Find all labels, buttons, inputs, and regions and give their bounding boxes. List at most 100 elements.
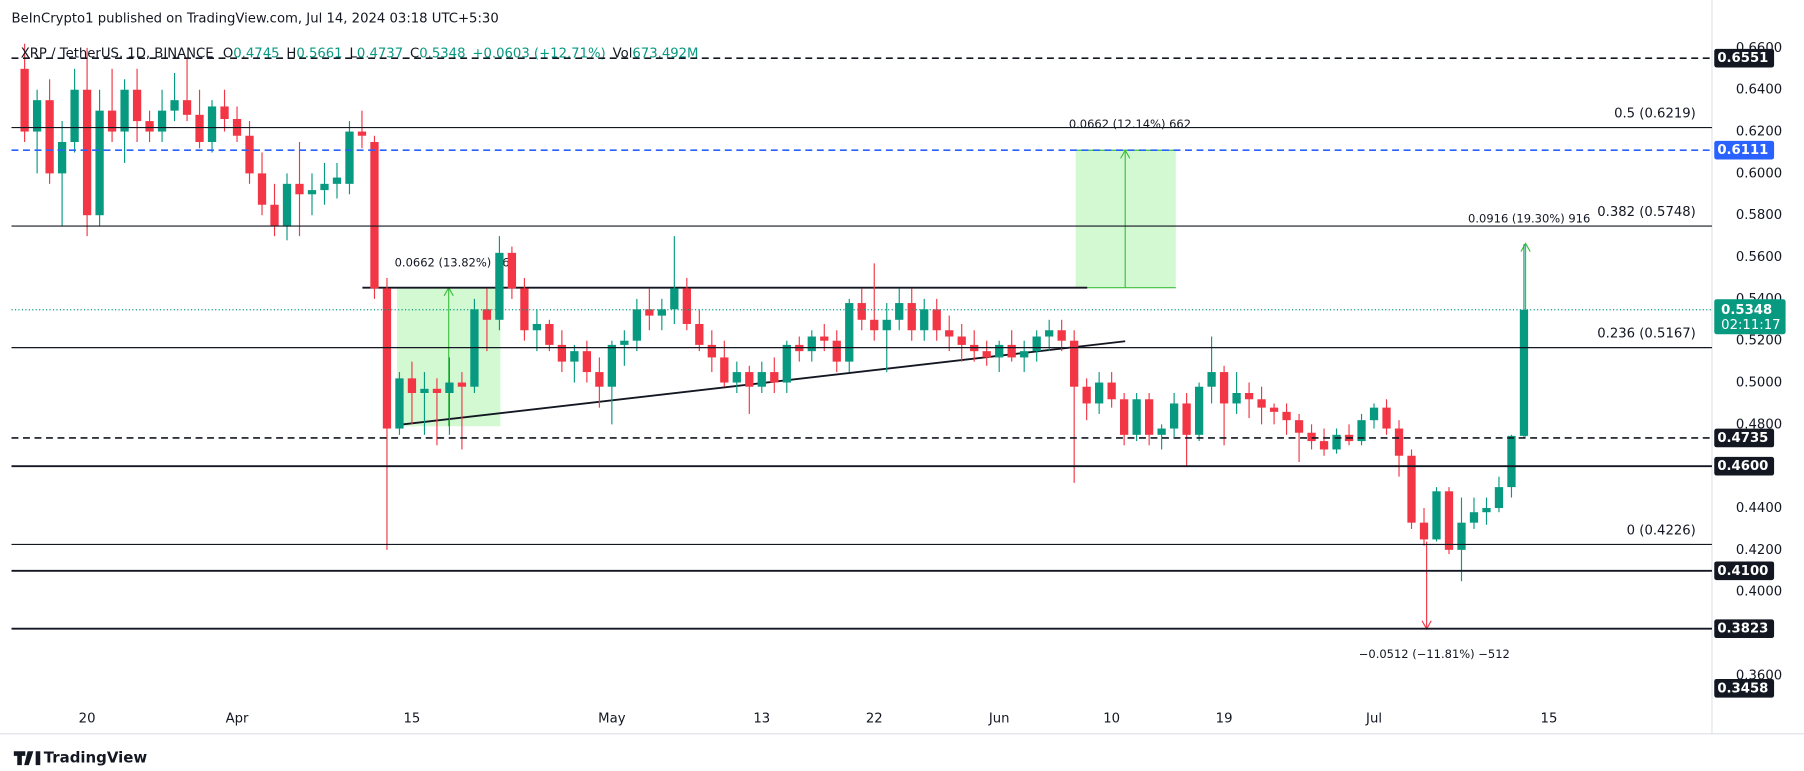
- candle-body: [1444, 491, 1454, 550]
- low-price-label: 0.3458: [1717, 681, 1768, 696]
- candle-body: [1157, 428, 1166, 435]
- candle-body: [932, 309, 941, 331]
- candle-body: [1282, 411, 1291, 421]
- candle-body: [457, 382, 467, 387]
- candle-body: [820, 336, 829, 341]
- candle-body: [1182, 403, 1191, 435]
- candle-body: [957, 336, 966, 345]
- chart-title: BeInCrypto1 published on TradingView.com…: [12, 12, 499, 27]
- legend-header: XRP / TetherUS, 1D, BINANCE O0.4745 H0.566…: [21, 47, 699, 62]
- arrow-head: [1120, 149, 1131, 159]
- y-tick-label: 0.4200: [1736, 543, 1782, 558]
- candle-body: [1507, 435, 1516, 488]
- x-tick-label: Jun: [988, 712, 1010, 727]
- candle-body: [1045, 330, 1054, 337]
- candle-body: [870, 319, 879, 331]
- candle-body: [407, 378, 417, 393]
- x-tick-label: 13: [753, 712, 770, 727]
- candle-body: [1032, 336, 1041, 352]
- candle-body: [782, 344, 791, 383]
- x-tick-label: 10: [1103, 712, 1120, 727]
- candle-body: [920, 309, 929, 331]
- candle-body: [557, 344, 567, 362]
- fib-label: 0.5 (0.6219): [1614, 107, 1696, 122]
- candle-body: [245, 135, 254, 174]
- candle-body: [395, 378, 404, 429]
- candle-body: [1357, 420, 1366, 442]
- last-price-box: [1714, 299, 1786, 335]
- candle-body: [670, 288, 679, 310]
- annotation: 0.0662 (12.14%) 662: [1069, 117, 1191, 131]
- level-price-label: 0.3823: [1717, 622, 1768, 637]
- x-tick-label: 22: [866, 712, 883, 727]
- candle-body: [1244, 392, 1254, 400]
- candle-body: [82, 89, 92, 216]
- candle-body: [882, 319, 891, 331]
- candle-body: [307, 190, 317, 195]
- candle-body: [1257, 399, 1266, 408]
- candle-body: [1294, 420, 1304, 433]
- label: O: [223, 47, 233, 62]
- candle-body: [145, 121, 154, 132]
- candle-body: [595, 372, 604, 387]
- candle-body: [857, 303, 866, 320]
- candle-body: [207, 106, 217, 143]
- candle-body: [995, 344, 1004, 358]
- candle-body: [345, 131, 354, 184]
- y-tick-label: 0.4400: [1736, 501, 1782, 516]
- candle-body: [120, 89, 129, 132]
- x-tick-label: 19: [1216, 712, 1233, 727]
- candle-body: [945, 330, 954, 337]
- y-tick-label: 0.6200: [1736, 125, 1782, 140]
- level-price-label-box: [1714, 561, 1775, 581]
- candle-body: [182, 100, 192, 115]
- candle-body: [420, 388, 429, 393]
- y-tick-label: 0.5600: [1736, 250, 1782, 265]
- candle-body: [1207, 372, 1216, 387]
- y-tick-label: 0.6000: [1736, 166, 1782, 181]
- candle-body: [157, 110, 167, 132]
- candle-body: [532, 323, 542, 331]
- candle-body: [1082, 386, 1091, 404]
- measurements: 0.0662 (13.82%) 662 0.0662 (12.14%) 662 …: [20, 43, 1590, 661]
- value: 0.5348: [419, 47, 465, 62]
- candle-body: [757, 372, 766, 387]
- candle-body: [632, 309, 641, 341]
- candle-body: [370, 142, 379, 289]
- candle-body: [1482, 508, 1491, 513]
- candle-body: [582, 351, 592, 373]
- candle-body: [220, 106, 229, 120]
- x-tick-label: Apr: [226, 712, 249, 727]
- candle-body: [570, 351, 579, 362]
- candle-body: [607, 344, 617, 387]
- candle-body: [1432, 491, 1441, 540]
- candle-body: [1020, 351, 1029, 358]
- fib-label: 0.236 (0.5167): [1597, 327, 1696, 342]
- candle-body: [1407, 455, 1416, 523]
- candle-body: [845, 303, 854, 362]
- level-price-label: 0.4100: [1717, 564, 1768, 579]
- y-tick-label: 0.5800: [1736, 208, 1782, 223]
- candle-body: [107, 110, 117, 132]
- candle-body: [1419, 522, 1429, 540]
- last-price-label: 0.5348: [1721, 303, 1772, 318]
- candle-body: [1232, 392, 1241, 404]
- candle-body: [907, 303, 916, 331]
- candle-body: [282, 183, 292, 226]
- candle-body: [982, 351, 991, 358]
- candle-body: [682, 288, 691, 324]
- fib-label: 0.382 (0.5748): [1597, 205, 1696, 220]
- label: L: [350, 47, 358, 62]
- value: 0.4745: [233, 47, 279, 62]
- candle-body: [20, 68, 29, 132]
- candle-body: [257, 173, 267, 205]
- x-tick-label: 15: [404, 712, 421, 727]
- level-price-label: 0.6111: [1717, 143, 1768, 158]
- candle-body: [745, 372, 754, 387]
- candle-body: [732, 372, 741, 383]
- candle-body: [1269, 407, 1279, 412]
- candle-body: [1382, 407, 1391, 429]
- candle-body: [1307, 432, 1316, 442]
- y-tick-label: 0.5000: [1736, 375, 1782, 390]
